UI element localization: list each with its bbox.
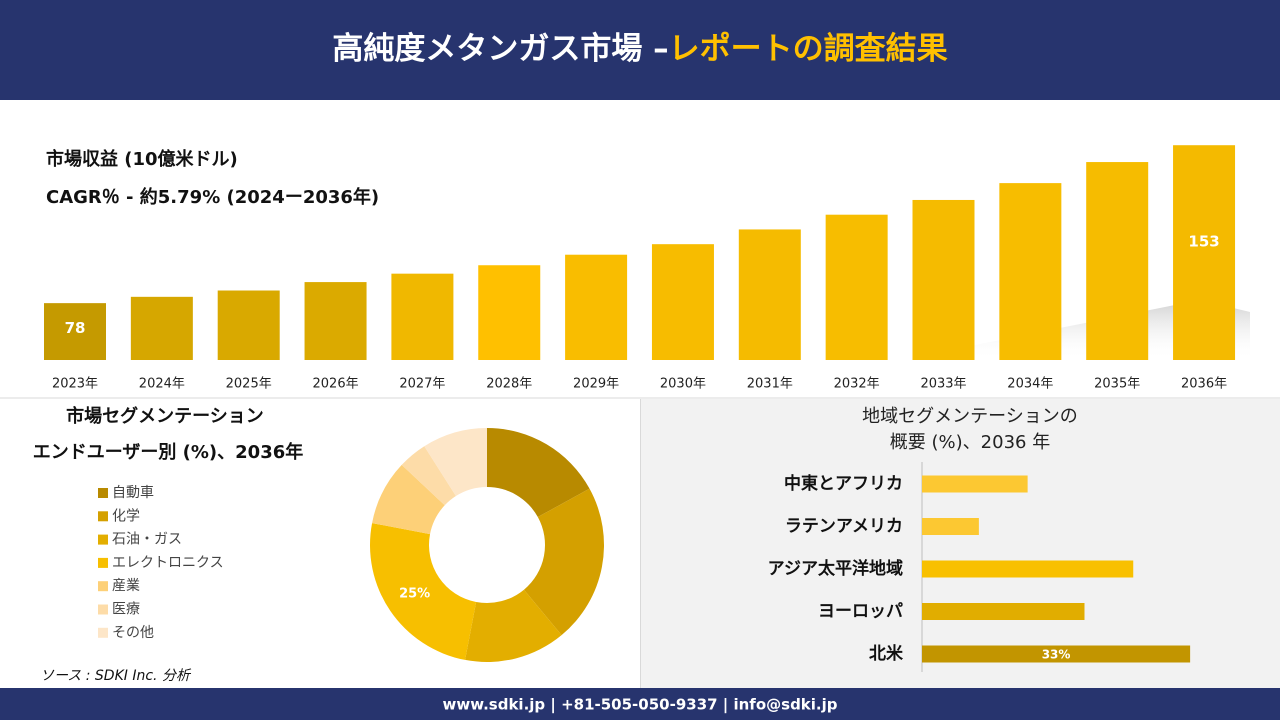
data-label: 78 [65, 319, 86, 337]
donut-slice [424, 428, 487, 497]
bar [130, 296, 193, 360]
data-label: 153 [1188, 232, 1219, 250]
source: ソース : SDKI Inc. 分析 [40, 668, 192, 684]
x-tick-label: 2031年 [747, 377, 793, 392]
bar [825, 214, 888, 360]
x-tick-label: 2036年 [1181, 377, 1227, 392]
x-tick-label: 2033年 [920, 377, 966, 392]
bar [922, 475, 1028, 493]
bar [738, 229, 801, 360]
legend-label: エレクトロニクス [112, 555, 224, 571]
legend-label: 化学 [112, 508, 140, 524]
legend-swatch [98, 488, 108, 498]
bar [651, 244, 714, 360]
donut-subtitle: エンドユーザー別 (%)、2036年 [33, 441, 304, 463]
legend-swatch [98, 627, 108, 638]
y-tick-label: アジア太平洋地域 [768, 558, 903, 579]
header-title: 高純度メタンガス市場 –レポートの調査結果 [332, 31, 947, 67]
data-label: 33% [1042, 648, 1071, 662]
legend-swatch [98, 511, 108, 522]
title-main: 高純度メタンガス市場 – [332, 31, 668, 67]
bar [922, 518, 979, 535]
legend-label: 医療 [112, 601, 140, 618]
y-tick-label: ラテンアメリカ [785, 517, 903, 537]
y-tick-label: 北米 [869, 643, 904, 664]
y-tick-label: 中東とアフリカ [784, 473, 903, 494]
donut-slice [487, 428, 590, 518]
donut-slice [523, 488, 605, 636]
bar-subtitle: CAGR％ - 約5.79% (2024ー2036年) [46, 186, 379, 208]
donut-slice [401, 446, 456, 506]
bar [1173, 145, 1236, 360]
legend-swatch [98, 557, 108, 568]
bar [478, 265, 541, 360]
legend-label: 石油・ガス [112, 532, 182, 548]
bar [391, 273, 454, 360]
bar [922, 645, 1191, 663]
bar [217, 290, 280, 360]
bar [304, 282, 367, 360]
bar [999, 183, 1062, 360]
legend-label: その他 [112, 625, 154, 641]
x-tick-label: 2024年 [139, 377, 185, 392]
bar [912, 199, 975, 360]
legend-label: 自動車 [112, 484, 154, 501]
donut-slice [372, 464, 445, 535]
footer-bar [0, 688, 1280, 720]
x-tick-label: 2035年 [1094, 377, 1140, 392]
legend-label: 産業 [112, 578, 140, 594]
x-tick-label: 2025年 [226, 377, 272, 392]
hbar-subtitle: 概要 (%)、2036 年 [890, 432, 1050, 453]
bar [44, 303, 106, 360]
bar [922, 560, 1134, 578]
legend-swatch [98, 581, 108, 592]
x-tick-label: 2023年 [52, 377, 98, 392]
bar-title: 市場収益 (10億米ドル) [46, 148, 238, 170]
data-label: 25% [399, 587, 430, 602]
legend-swatch [98, 534, 108, 545]
x-tick-label: 2026年 [313, 377, 359, 392]
x-tick-label: 2032年 [834, 377, 880, 392]
bar [922, 603, 1085, 620]
bar-shadow [900, 300, 1250, 360]
donut-title: 市場セグメンテーション [66, 405, 264, 427]
y-tick-label: ヨーロッパ [818, 602, 903, 622]
x-tick-label: 2028年 [486, 377, 532, 392]
x-tick-label: 2027年 [399, 377, 445, 392]
right-panel [641, 399, 1280, 688]
title-highlight: レポートの調査結果 [669, 31, 948, 67]
header-bar [0, 0, 1280, 100]
donut-slice [465, 589, 562, 663]
x-tick-label: 2029年 [573, 377, 619, 392]
footer: www.sdki.jp | +81-505-050-9337 | info@sd… [442, 696, 837, 715]
bar [1086, 162, 1149, 360]
x-tick-label: 2034年 [1007, 377, 1053, 392]
legend-swatch [98, 604, 108, 615]
bar [565, 254, 628, 360]
donut-slice [370, 523, 477, 660]
x-tick-label: 2030年 [660, 377, 706, 392]
hbar-title: 地域セグメンテーションの [862, 406, 1078, 427]
